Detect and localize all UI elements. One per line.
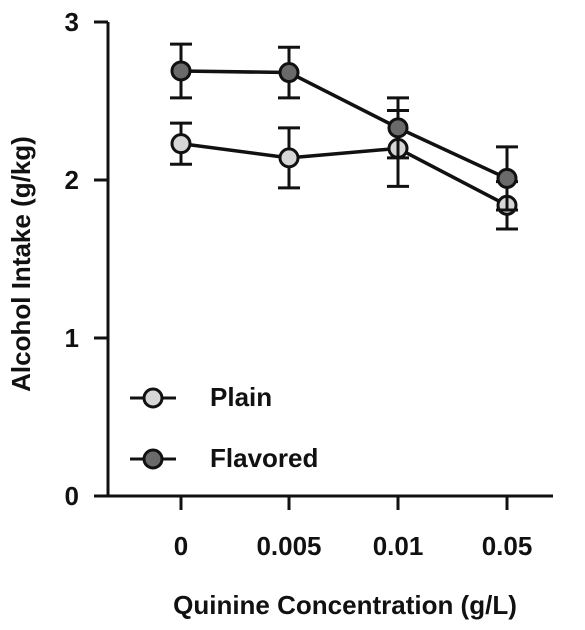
legend-label-flavored: Flavored — [210, 443, 318, 473]
data-point-flavored — [170, 60, 192, 82]
series-flavored — [170, 42, 518, 212]
y-ticks: 0 1 2 3 — [65, 7, 108, 511]
data-point-flavored — [496, 167, 518, 189]
x-tick-label: 0 — [174, 531, 188, 561]
y-tick-label: 0 — [65, 481, 79, 511]
data-point-plain — [278, 147, 300, 169]
y-tick-label: 3 — [65, 7, 79, 37]
legend-marker-plain — [142, 387, 164, 409]
x-ticks: 0 0.005 0.01 0.05 — [174, 496, 533, 561]
legend-item-flavored: Flavored — [130, 443, 318, 473]
series-plain — [170, 108, 518, 231]
data-point-flavored — [387, 117, 409, 139]
x-tick-label: 0.05 — [482, 531, 533, 561]
legend: Plain Flavored — [130, 382, 318, 473]
legend-item-plain: Plain — [130, 382, 272, 412]
y-axis-title: Alcohol Intake (g/kg) — [6, 136, 36, 392]
legend-label-plain: Plain — [210, 382, 272, 412]
y-tick-label: 2 — [65, 165, 79, 195]
series-line-plain — [180, 141, 508, 207]
data-point-plain — [170, 133, 192, 155]
series-line-flavored — [180, 69, 508, 181]
x-tick-label: 0.01 — [373, 531, 424, 561]
series-layer — [170, 42, 518, 231]
legend-marker-flavored — [142, 448, 164, 470]
x-axis-title: Quinine Concentration (g/L) — [173, 590, 517, 620]
x-tick-label: 0.005 — [256, 531, 321, 561]
y-tick-label: 1 — [65, 323, 79, 353]
data-point-flavored — [278, 62, 300, 84]
